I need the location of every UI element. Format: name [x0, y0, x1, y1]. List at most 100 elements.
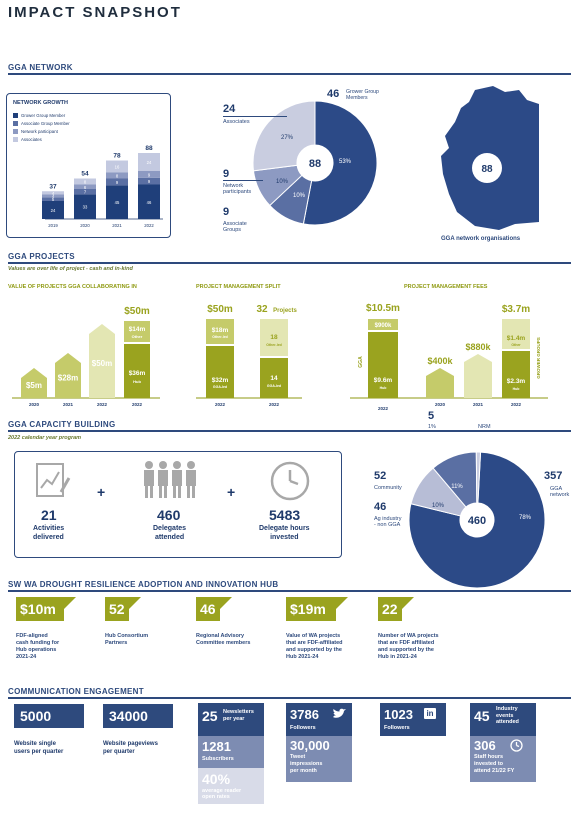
newsletters-num: 25: [202, 708, 218, 724]
bar-segment: [106, 178, 128, 186]
bar-value-label: 45: [115, 200, 120, 205]
x-tick-label: 2020: [80, 223, 90, 228]
section-title-network: GGA NETWORK: [8, 63, 73, 72]
twitter-num: 3786: [290, 707, 319, 722]
bar-total-label: $880k: [465, 342, 491, 352]
bar-value-label: $900k: [375, 323, 392, 329]
x-tick-label: 2022: [97, 402, 108, 407]
bar-value-label: 6: [84, 185, 87, 190]
open-rate-num: 40%: [202, 771, 231, 787]
bar-value-label: $32m: [212, 377, 229, 384]
pie-pct-label: 53%: [339, 159, 352, 165]
side-label: GGA: [358, 356, 364, 368]
activities-num: 21: [41, 507, 57, 523]
nrm-num: 5: [428, 410, 435, 422]
bar-segment: [138, 153, 160, 171]
subscribers-label: Subscribers: [202, 756, 234, 762]
x-tick-label: 2022: [144, 223, 154, 228]
bar-segment: [74, 194, 96, 219]
hub-stat-label: Number of WA projects that are FDF affil…: [378, 633, 439, 660]
bar-value-label: 7: [84, 190, 87, 195]
newsletters-tile: 25 Newsletters per year: [198, 703, 264, 736]
bar-segment: [260, 358, 288, 398]
bar-segment: [138, 184, 160, 219]
x-tick-label: 2019: [48, 223, 58, 228]
legend-swatch: [13, 112, 18, 118]
activities-label: Activities delivered: [33, 525, 65, 541]
legend-item: Associates: [13, 135, 70, 143]
clock-icon: [510, 739, 523, 752]
hub-stat-tile: $10m: [16, 597, 64, 621]
bar-segment: [368, 332, 398, 398]
bar: [426, 368, 454, 398]
bar-value-label: 9: [148, 179, 151, 184]
x-tick-label: 2022: [378, 406, 389, 411]
bar-segment: [106, 185, 128, 219]
nrm-label: NRM: [478, 424, 491, 430]
twitter-icon: [333, 708, 346, 718]
bar-value-label: 4: [52, 194, 55, 199]
section-title-hub: SW WA DROUGHT RESILIENCE ADOPTION AND IN…: [8, 580, 279, 589]
bar-segment: [74, 184, 96, 189]
bar: [464, 354, 492, 398]
bar-total-label: 54: [81, 171, 89, 178]
bar-value-label: $14m: [129, 326, 146, 333]
bar-segment: [502, 351, 530, 398]
bar-value-label: 46: [147, 200, 152, 205]
bar-value-label: 24: [147, 160, 152, 165]
wa-map: 88: [441, 86, 539, 230]
bar-value-label: $50m: [92, 359, 112, 368]
hub-stat-label: Regional Advisory Committee members: [196, 633, 251, 646]
tile-corner: [336, 597, 348, 609]
map-center-label: 88: [481, 164, 493, 175]
bar-total-label: $10.5m: [366, 303, 400, 314]
hours-label: Delegate hours invested: [259, 525, 310, 541]
network-pie-chart: 88 53% 27% 10% 10%: [252, 100, 378, 226]
bar-total-label: 88: [145, 145, 153, 152]
pie-pct-label: 27%: [281, 135, 294, 141]
staff-hours-tile: 306 Staff hours invested to attend 21/22…: [470, 736, 536, 782]
bar-value-label: $2.3m: [507, 378, 526, 385]
gga-network-label: GGA network: [550, 486, 570, 498]
bar-value-label: 8: [116, 174, 119, 179]
legend-item: Network participant: [13, 127, 70, 135]
bar-value-label: $28m: [58, 374, 78, 383]
x-tick-label: 2022: [511, 402, 522, 407]
impressions-label: Tweet impressions per month: [290, 754, 323, 774]
hours-num: 5483: [269, 507, 301, 523]
associates-label: Associates: [223, 119, 250, 125]
subscribers-num: 1281: [202, 739, 231, 754]
twitter-tile: 3786 Followers: [286, 703, 352, 736]
pie-pct-label: 10%: [432, 503, 445, 509]
community-num: 52: [374, 470, 387, 482]
legend-swatch: [13, 128, 18, 134]
divider: [8, 430, 571, 432]
bar-segment: [74, 178, 96, 185]
bar-value-label: Other: [132, 334, 143, 339]
bar-value-label: 16: [115, 165, 120, 170]
hub-stat-label: FDF-aligned cash funding for Hub operati…: [16, 633, 60, 660]
tile-corner: [220, 597, 232, 609]
network-participants-label: Network participants: [223, 183, 252, 195]
section-title-comms: COMMUNICATION ENGAGEMENT: [8, 687, 144, 696]
bar-segment: [42, 194, 64, 198]
callout-line: [223, 180, 263, 181]
bar-value-label: 8: [84, 180, 87, 185]
capacity-subtitle: 2022 calendar year program: [8, 435, 82, 441]
divider: [8, 73, 571, 75]
bar-segment: [106, 160, 128, 173]
pie-hole: [297, 145, 333, 181]
section-title-capacity: GGA CAPACITY BUILDING: [8, 420, 116, 429]
bar-total-label: 32: [256, 304, 268, 315]
pageviews-tile: 34000: [103, 704, 173, 728]
impressions-num: 30,000: [290, 738, 330, 753]
bar-value-label: Hub: [513, 387, 520, 391]
website-users-label: Website single users per quarter: [14, 741, 64, 755]
divider: [8, 590, 571, 592]
bar-value-label: Other: [511, 343, 521, 347]
bar-segment: [138, 171, 160, 178]
bar-value-label: Hub: [133, 379, 141, 384]
hub-stat-tile: 46: [196, 597, 220, 621]
people-group-icon: [144, 461, 196, 498]
x-tick-label: 2022: [269, 402, 280, 407]
